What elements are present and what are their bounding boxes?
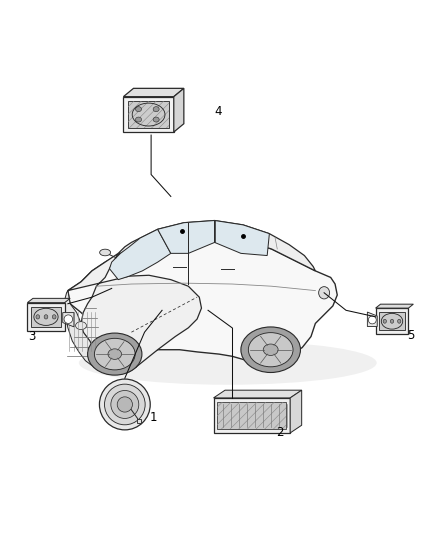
Polygon shape (65, 290, 112, 369)
Ellipse shape (88, 333, 142, 375)
Circle shape (99, 379, 150, 430)
Text: 4: 4 (214, 104, 222, 117)
Polygon shape (118, 221, 315, 271)
Ellipse shape (390, 319, 394, 323)
Polygon shape (290, 390, 302, 433)
Circle shape (111, 391, 139, 418)
Polygon shape (367, 312, 377, 327)
Polygon shape (27, 303, 64, 331)
Circle shape (368, 316, 376, 324)
Ellipse shape (52, 314, 56, 319)
Polygon shape (110, 229, 171, 280)
Polygon shape (124, 96, 174, 132)
Polygon shape (124, 88, 184, 96)
Ellipse shape (318, 287, 330, 299)
Polygon shape (63, 312, 74, 327)
Polygon shape (376, 304, 413, 308)
Polygon shape (31, 307, 61, 327)
Ellipse shape (153, 107, 159, 111)
Polygon shape (213, 398, 290, 433)
Polygon shape (128, 101, 169, 128)
Polygon shape (27, 298, 70, 303)
Polygon shape (68, 253, 201, 367)
Circle shape (64, 315, 73, 324)
Ellipse shape (248, 333, 293, 367)
Ellipse shape (76, 322, 86, 329)
Ellipse shape (99, 249, 110, 256)
Ellipse shape (135, 107, 141, 111)
Text: 3: 3 (28, 330, 35, 343)
Circle shape (105, 384, 145, 425)
Ellipse shape (263, 344, 278, 356)
Ellipse shape (36, 314, 40, 319)
Ellipse shape (153, 117, 159, 122)
Text: 1: 1 (149, 411, 157, 424)
Text: 5: 5 (407, 329, 414, 342)
Polygon shape (215, 221, 269, 255)
Ellipse shape (398, 319, 401, 323)
Ellipse shape (44, 314, 48, 319)
Polygon shape (158, 221, 215, 253)
Ellipse shape (135, 117, 141, 122)
Polygon shape (68, 233, 337, 372)
Text: 2: 2 (276, 425, 283, 439)
Ellipse shape (108, 349, 121, 359)
Ellipse shape (383, 319, 386, 323)
Circle shape (117, 397, 132, 412)
Polygon shape (376, 308, 408, 334)
Polygon shape (213, 390, 302, 398)
Polygon shape (137, 419, 141, 423)
Ellipse shape (79, 341, 377, 385)
Polygon shape (174, 88, 184, 132)
Polygon shape (379, 312, 405, 330)
Polygon shape (217, 402, 286, 429)
Ellipse shape (94, 338, 135, 370)
Polygon shape (88, 350, 112, 364)
Ellipse shape (241, 327, 300, 373)
